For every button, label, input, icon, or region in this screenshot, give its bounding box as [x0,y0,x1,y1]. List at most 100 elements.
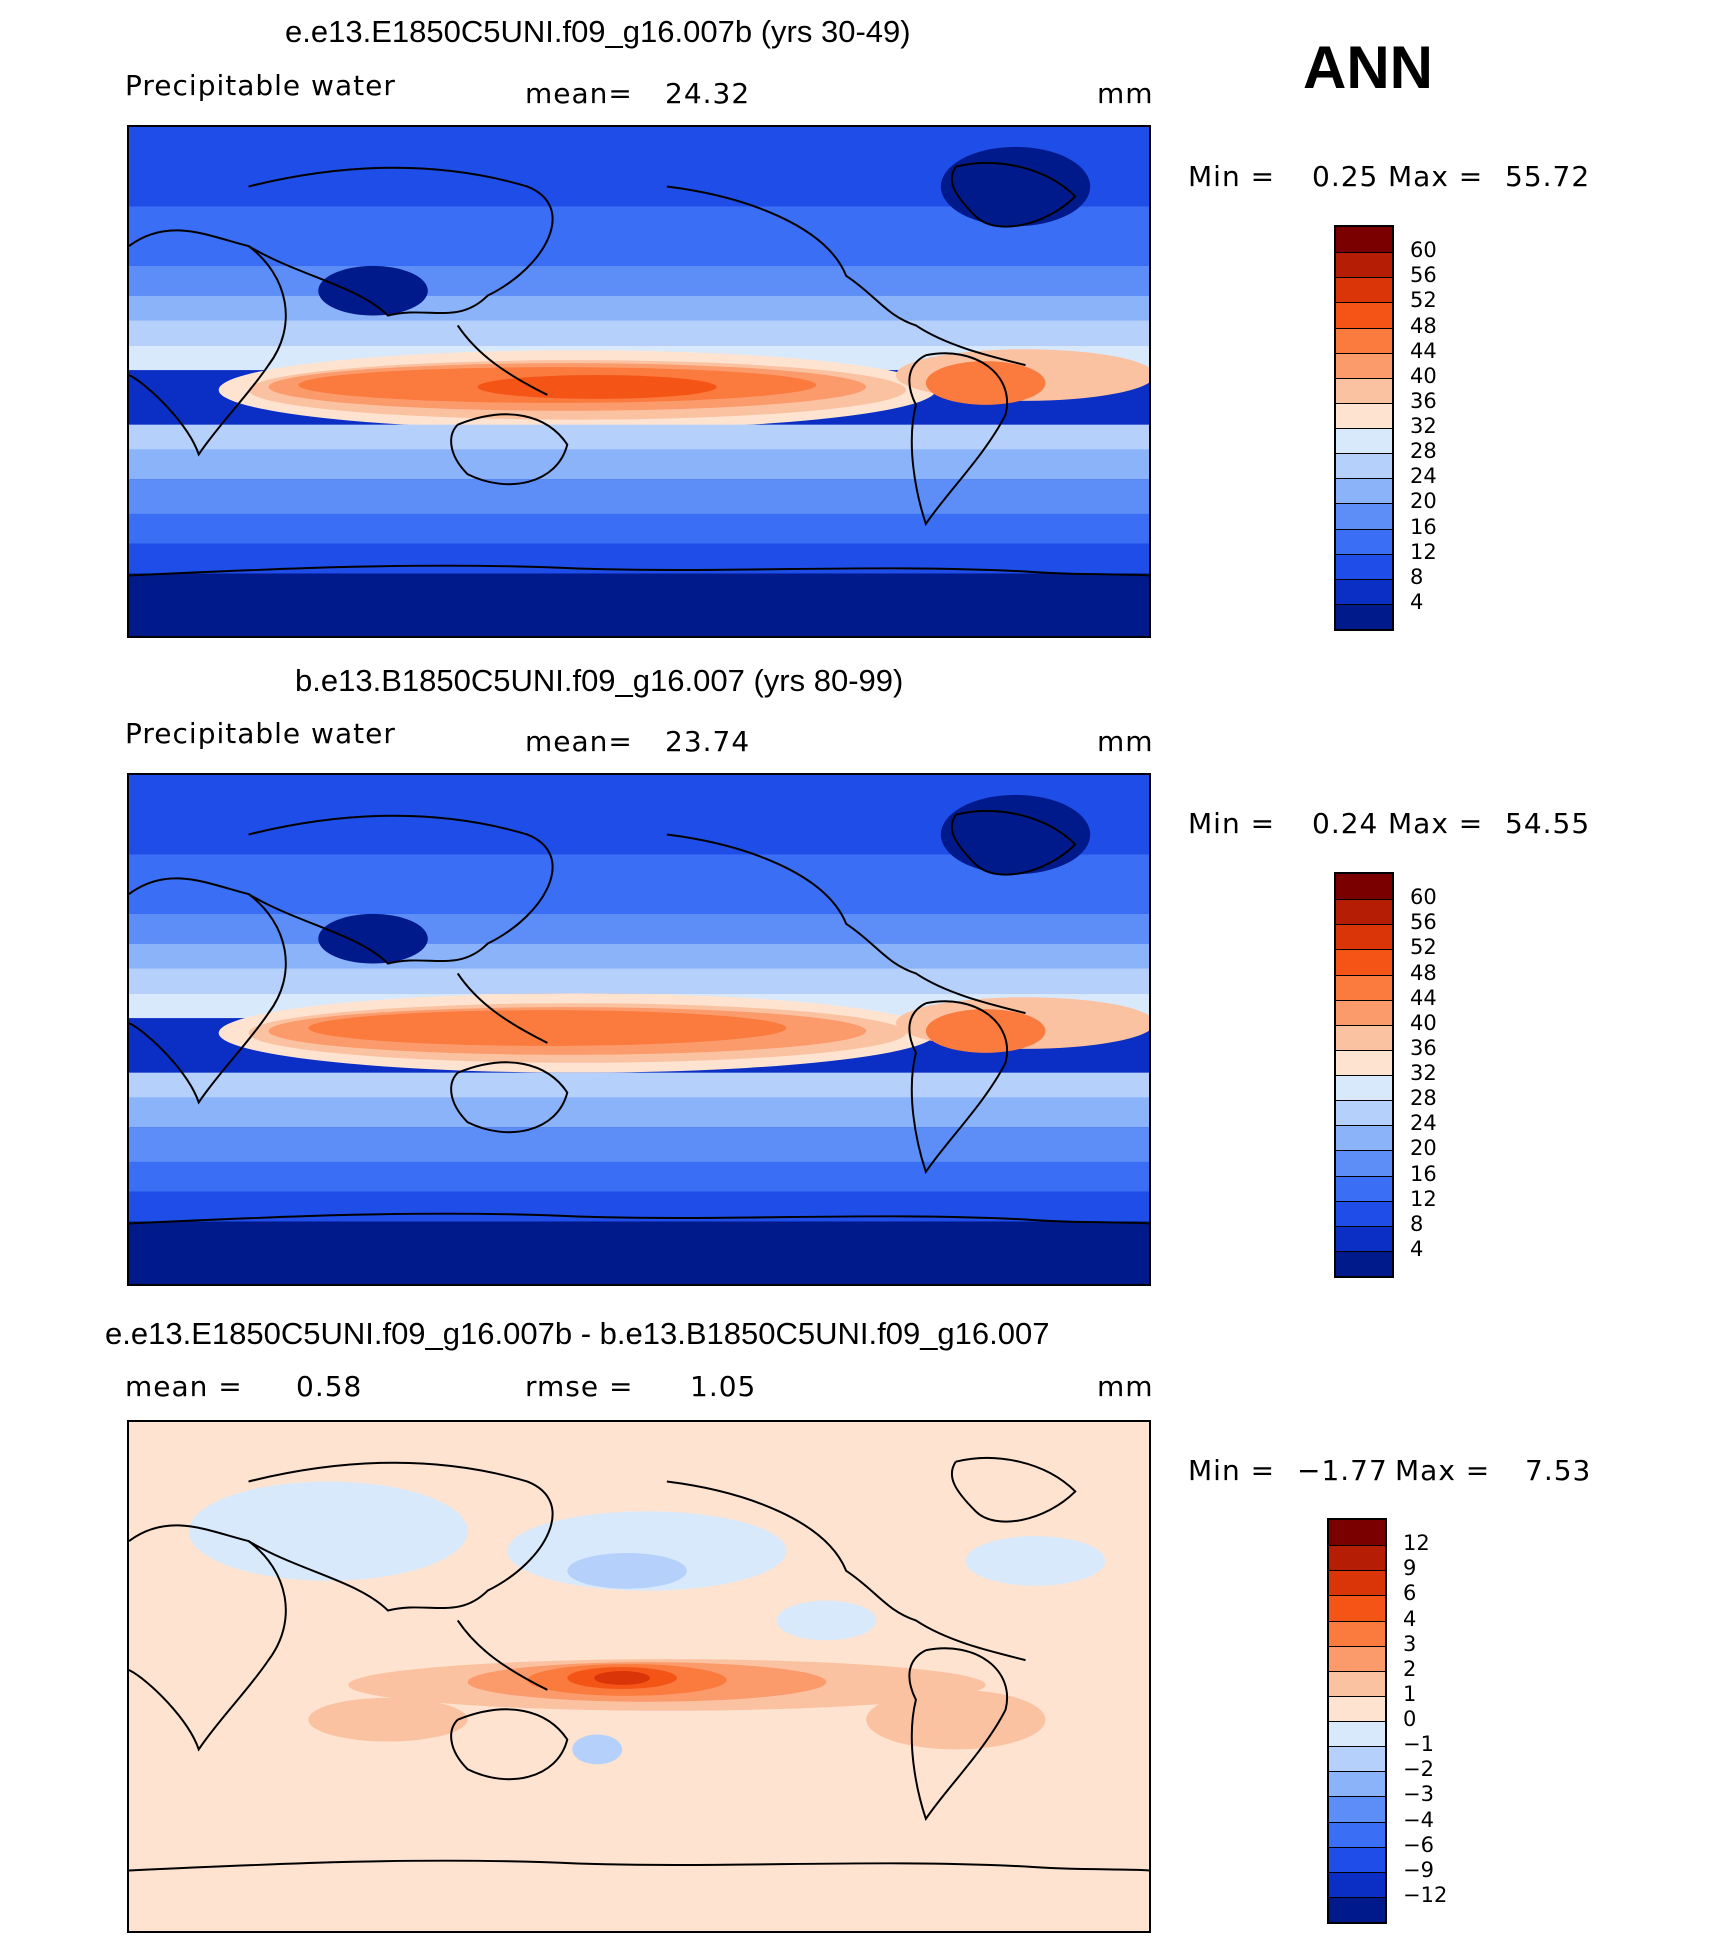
colorbar-tick-label: −4 [1403,1807,1434,1832]
colorbar-tick-label: 4 [1410,589,1424,614]
colorbar-tick-label: 8 [1410,564,1424,589]
panel-3-min-value: −1.77 [1297,1454,1388,1487]
panel-1-max-value: 55.72 [1505,160,1591,193]
colorbar-tick-label: 40 [1410,363,1437,388]
colorbar-segment [1329,1821,1385,1847]
colorbar-segment [1329,1721,1385,1747]
colorbar-tick-label: 60 [1410,885,1437,910]
panel-3-map [127,1420,1151,1933]
colorbar-segment [1336,428,1392,454]
colorbar-segment [1336,453,1392,479]
colorbar-segment [1336,1125,1392,1151]
colorbar-tick-label: 6 [1403,1581,1417,1606]
colorbar-tick-label: 60 [1410,238,1437,263]
colorbar-segment [1336,578,1392,604]
colorbar-segment [1329,1595,1385,1621]
panel-2-colorbar [1334,872,1394,1278]
colorbar-tick-label: −6 [1403,1832,1434,1857]
colorbar-segment [1336,1075,1392,1101]
colorbar-tick-label: 12 [1410,539,1437,564]
colorbar-tick-label: −1 [1403,1732,1434,1757]
colorbar-tick-label: 0 [1403,1707,1417,1731]
colorbar-tick-label: 32 [1410,1061,1437,1085]
colorbar-tick-label: 2 [1403,1656,1417,1681]
colorbar-segment [1329,1620,1385,1646]
colorbar-tick-label: 32 [1410,414,1437,438]
colorbar-segment [1336,227,1392,253]
panel-1-min-label: Min = [1188,160,1276,193]
panel-1-field [129,127,1149,636]
panel-3-max-label: Max = [1395,1454,1491,1487]
panel-1-title: e.e13.E1850C5UNI.f09_g16.007b (yrs 30-49… [285,14,911,49]
panel-2-unit: mm [1097,725,1154,758]
colorbar-tick-label: 56 [1410,910,1437,935]
colorbar-tick-label: 16 [1410,1161,1437,1186]
panel-2-map [127,773,1151,1286]
colorbar-segment [1329,1896,1385,1922]
panel-2-max-label: Max = [1388,807,1484,840]
colorbar-segment [1329,1846,1385,1872]
panel-1-mean-label: mean= [525,77,633,110]
colorbar-segment [1336,1225,1392,1251]
colorbar-segment [1329,1771,1385,1797]
colorbar-segment [1336,302,1392,328]
panel-3-title: e.e13.E1850C5UNI.f09_g16.007b - b.e13.B1… [105,1316,1050,1351]
colorbar-segment [1329,1670,1385,1696]
panel-1-unit: mm [1097,77,1154,110]
panel-2-min-label: Min = [1188,807,1276,840]
colorbar-segment [1329,1520,1385,1546]
season-label: ANN [1303,34,1433,101]
panel-3-min-label: Min = [1188,1454,1276,1487]
colorbar-segment [1336,999,1392,1025]
colorbar-segment [1336,874,1392,900]
panel-2-min-value: 0.24 [1312,807,1379,840]
colorbar-tick-label: 52 [1410,935,1437,960]
colorbar-tick-label: 48 [1410,960,1437,985]
colorbar-segment [1336,924,1392,950]
colorbar-segment [1336,1049,1392,1075]
colorbar-segment [1336,327,1392,353]
colorbar-segment [1336,277,1392,303]
panel-2-mean-label: mean= [525,725,633,758]
colorbar-tick-label: 20 [1410,489,1437,514]
colorbar-segment [1336,974,1392,1000]
colorbar-tick-label: 12 [1410,1186,1437,1211]
colorbar-segment [1336,1175,1392,1201]
colorbar-segment [1336,402,1392,428]
panel-2-title: b.e13.B1850C5UNI.f09_g16.007 (yrs 80-99) [295,663,904,698]
colorbar-tick-label: 28 [1410,1086,1437,1111]
colorbar-segment [1336,603,1392,629]
colorbar-segment [1336,503,1392,529]
colorbar-segment [1336,252,1392,278]
panel-3-mean-label: mean = [125,1370,243,1403]
colorbar-tick-label: 8 [1410,1211,1424,1236]
panel-1-colorbar [1334,225,1394,631]
panel-2-max-value: 54.55 [1505,807,1591,840]
colorbar-tick-label: 24 [1410,464,1437,489]
colorbar-segment [1336,1024,1392,1050]
colorbar-segment [1336,352,1392,378]
panel-2-variable-label: Precipitable water [125,717,396,750]
colorbar-segment [1329,1871,1385,1897]
panel-1-mean-value: 24.32 [665,77,751,110]
colorbar-tick-label: 12 [1403,1531,1430,1556]
colorbar-tick-label: 20 [1410,1136,1437,1161]
colorbar-tick-label: 4 [1410,1236,1424,1261]
colorbar-tick-label: 44 [1410,338,1437,363]
colorbar-tick-label: 56 [1410,263,1437,288]
colorbar-tick-label: −9 [1403,1857,1434,1882]
colorbar-tick-label: 9 [1403,1556,1417,1581]
colorbar-segment [1329,1570,1385,1596]
panel-2-mean-value: 23.74 [665,725,751,758]
colorbar-tick-label: 40 [1410,1010,1437,1035]
panel-3-mean-value: 0.58 [296,1370,363,1403]
panel-3-rmse-value: 1.05 [690,1370,757,1403]
colorbar-tick-label: 4 [1403,1606,1417,1631]
panel-1-map [127,125,1151,638]
colorbar-tick-label: 48 [1410,313,1437,338]
colorbar-segment [1336,377,1392,403]
colorbar-tick-label: 28 [1410,439,1437,464]
panel-1-variable-label: Precipitable water [125,69,396,102]
colorbar-segment [1329,1645,1385,1671]
colorbar-tick-label: 36 [1410,388,1437,413]
